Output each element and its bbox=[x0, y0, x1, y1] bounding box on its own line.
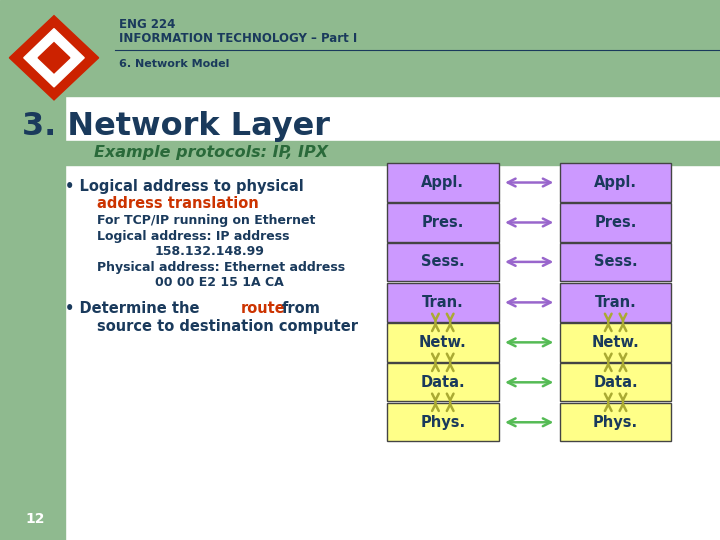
Text: Pres.: Pres. bbox=[422, 215, 464, 230]
Text: Sess.: Sess. bbox=[421, 254, 464, 269]
Text: Pres.: Pres. bbox=[595, 215, 636, 230]
Text: Appl.: Appl. bbox=[421, 175, 464, 190]
FancyBboxPatch shape bbox=[387, 204, 498, 241]
Bar bbox=[0, 96, 65, 540]
FancyBboxPatch shape bbox=[387, 363, 498, 402]
Polygon shape bbox=[24, 29, 84, 87]
Text: Netw.: Netw. bbox=[592, 335, 639, 350]
FancyBboxPatch shape bbox=[560, 283, 671, 321]
Text: For TCP/IP running on Ethernet: For TCP/IP running on Ethernet bbox=[97, 214, 315, 227]
FancyBboxPatch shape bbox=[387, 283, 498, 321]
Text: address translation: address translation bbox=[97, 196, 259, 211]
FancyBboxPatch shape bbox=[560, 363, 671, 402]
Text: 158.132.148.99: 158.132.148.99 bbox=[155, 245, 265, 258]
Text: Phys.: Phys. bbox=[420, 415, 465, 430]
FancyBboxPatch shape bbox=[387, 403, 498, 442]
FancyBboxPatch shape bbox=[387, 243, 498, 281]
Text: 3. Network Layer: 3. Network Layer bbox=[22, 111, 330, 143]
Bar bbox=[0, 0, 720, 96]
Text: 00 00 E2 15 1A CA: 00 00 E2 15 1A CA bbox=[155, 276, 284, 289]
Text: Netw.: Netw. bbox=[419, 335, 467, 350]
Text: Physical address: Ethernet address: Physical address: Ethernet address bbox=[97, 261, 346, 274]
Text: Logical address: IP address: Logical address: IP address bbox=[97, 230, 289, 243]
Text: Phys.: Phys. bbox=[593, 415, 638, 430]
FancyBboxPatch shape bbox=[560, 243, 671, 281]
Polygon shape bbox=[38, 43, 70, 73]
FancyBboxPatch shape bbox=[387, 323, 498, 362]
Text: • Determine the: • Determine the bbox=[65, 301, 204, 316]
FancyBboxPatch shape bbox=[387, 163, 498, 201]
Text: Example protocols: IP, IPX: Example protocols: IP, IPX bbox=[94, 145, 328, 160]
Text: Data.: Data. bbox=[593, 375, 638, 390]
Text: • Logical address to physical: • Logical address to physical bbox=[65, 179, 304, 194]
Text: route: route bbox=[240, 301, 285, 316]
Polygon shape bbox=[9, 16, 99, 100]
Text: Appl.: Appl. bbox=[594, 175, 637, 190]
FancyBboxPatch shape bbox=[560, 403, 671, 442]
FancyBboxPatch shape bbox=[560, 163, 671, 201]
Text: 6. Network Model: 6. Network Model bbox=[119, 59, 229, 69]
Text: Tran.: Tran. bbox=[595, 295, 636, 310]
Text: Sess.: Sess. bbox=[594, 254, 637, 269]
Text: ENG 224: ENG 224 bbox=[119, 18, 175, 31]
Text: 12: 12 bbox=[25, 512, 45, 526]
Text: INFORMATION TECHNOLOGY – Part I: INFORMATION TECHNOLOGY – Part I bbox=[119, 32, 357, 45]
FancyBboxPatch shape bbox=[560, 204, 671, 241]
Text: Data.: Data. bbox=[420, 375, 465, 390]
FancyBboxPatch shape bbox=[560, 323, 671, 362]
Text: from: from bbox=[282, 301, 321, 316]
Bar bbox=[0, 141, 720, 165]
Text: Tran.: Tran. bbox=[422, 295, 464, 310]
Text: source to destination computer: source to destination computer bbox=[97, 319, 359, 334]
